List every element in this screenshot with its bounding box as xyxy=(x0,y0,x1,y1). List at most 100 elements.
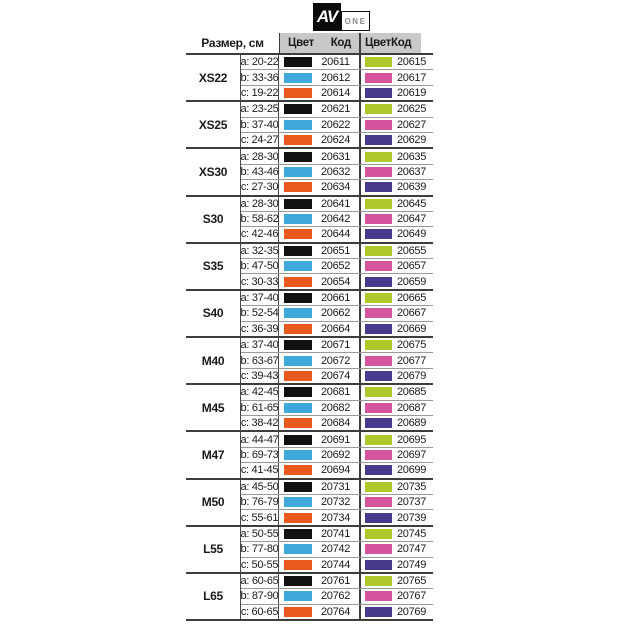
color-swatch-purple xyxy=(365,87,392,98)
product-code: 20674 xyxy=(320,370,351,382)
color-code-cell-2: 20615 xyxy=(359,55,431,70)
product-code: 20685 xyxy=(396,386,427,399)
table-row: b: 33-36 20612 20617 xyxy=(240,69,433,85)
color-swatch-orange xyxy=(284,559,312,570)
color-swatch-orange xyxy=(284,418,312,429)
product-code: 20681 xyxy=(320,386,351,399)
product-code: 20631 xyxy=(320,150,351,163)
measurement-range: c: 42-46 xyxy=(240,227,279,242)
color-swatch-purple xyxy=(365,323,392,334)
measurement-range: a: 32-35 xyxy=(240,243,279,259)
product-code: 20731 xyxy=(320,480,351,493)
color-swatch-orange xyxy=(284,135,312,146)
color-swatch-pink xyxy=(365,214,392,225)
size-label: S35 xyxy=(186,243,241,289)
product-code: 20694 xyxy=(320,464,351,477)
product-code: 20662 xyxy=(320,307,351,320)
measurement-range: a: 28-30 xyxy=(240,149,279,164)
table-row: c: 30-33 20654 20659 xyxy=(240,273,433,289)
table-row: a: 60-65 20761 20765 xyxy=(240,573,433,589)
color-code-cell-1: 20731 xyxy=(279,480,359,494)
product-code: 20652 xyxy=(320,260,351,273)
color-swatch-orange xyxy=(284,371,312,381)
color-swatch-purple xyxy=(365,559,392,570)
color-code-cell-1: 20674 xyxy=(279,369,359,383)
color-swatch-purple xyxy=(365,606,392,617)
color-swatch-purple xyxy=(365,229,392,240)
product-code: 20644 xyxy=(320,228,351,241)
product-code: 20767 xyxy=(396,590,427,603)
color-swatch-pink xyxy=(365,166,392,177)
color-swatch-green xyxy=(365,104,392,115)
product-code: 20689 xyxy=(396,417,427,430)
color-swatch-black xyxy=(284,528,312,539)
table-row: a: 20-22 20611 20615 xyxy=(241,55,433,70)
measurement-range: c: 27-30 xyxy=(240,180,279,195)
one-logo-box: ONE xyxy=(341,11,370,31)
color-swatch-black xyxy=(284,387,312,398)
color-code-cell-2: 20735 xyxy=(359,479,431,494)
measurement-range: c: 30-33 xyxy=(240,274,279,289)
table-row: a: 50-55 20741 20745 xyxy=(241,526,433,542)
product-code: 20641 xyxy=(320,197,351,210)
size-group-rows: a: 42-45 20681 20685 b: 61-65 20682 20687 c: 3… xyxy=(240,385,433,431)
color-code-cell-2: 20697 xyxy=(359,447,431,463)
measurement-range: a: 37-40 xyxy=(240,290,279,306)
size-group: L55 a: 50-55 20741 20745 b: 77-80 20742 20747 c… xyxy=(186,526,433,574)
measurement-range: c: 38-42 xyxy=(240,415,279,431)
product-code: 20667 xyxy=(396,307,427,320)
table-row: a: 44-47 20691 20695 xyxy=(241,432,433,447)
color-swatch-purple xyxy=(365,465,392,476)
product-code: 20655 xyxy=(396,244,427,257)
size-label: L65 xyxy=(186,573,241,620)
product-code: 20627 xyxy=(396,118,427,131)
size-group-rows: a: 23-25 20621 20625 b: 37-40 20622 20627 c: 2… xyxy=(240,102,433,148)
size-group-rows: a: 60-65 20761 20765 b: 87-90 20762 20767 c: 6… xyxy=(240,573,433,620)
measurement-range: a: 23-25 xyxy=(240,102,279,117)
measurement-range: b: 77-80 xyxy=(240,542,279,557)
color-code-cell-1: 20642 xyxy=(279,212,359,226)
table-row: b: 58-62 20642 20647 xyxy=(241,210,433,227)
color-swatch-purple xyxy=(365,418,392,429)
product-code: 20637 xyxy=(396,165,427,178)
measurement-range: b: 33-36 xyxy=(240,70,279,85)
size-group: XS25 a: 23-25 20621 20625 b: 37-40 20622 20627… xyxy=(186,102,433,150)
color-swatch-black xyxy=(284,293,312,304)
color-code-cell-2: 20675 xyxy=(359,338,431,353)
table-row: a: 32-35 20651 20655 xyxy=(240,243,433,259)
color-swatch-pink xyxy=(365,497,392,508)
product-code: 20744 xyxy=(320,558,351,571)
color-code-cell-2: 20677 xyxy=(359,353,431,368)
measurement-range: b: 76-79 xyxy=(240,494,279,510)
color-swatch-green xyxy=(365,481,392,492)
measurement-range: a: 60-65 xyxy=(240,573,279,589)
color-code-cell-1: 20612 xyxy=(279,70,359,84)
color-swatch-blue xyxy=(284,402,312,413)
measurement-range: b: 52-54 xyxy=(240,306,279,321)
measurement-range: c: 50-55 xyxy=(240,557,279,572)
color-code-cell-1: 20684 xyxy=(279,416,359,430)
color-code-cell-2: 20627 xyxy=(359,117,431,132)
brand-logo: AV ONE xyxy=(313,3,370,31)
color-code-cell-1: 20691 xyxy=(279,432,359,446)
measurement-range: b: 69-73 xyxy=(240,447,279,463)
color-swatch-orange xyxy=(284,229,312,240)
product-code: 20679 xyxy=(396,370,427,382)
color-code-cell-1: 20734 xyxy=(279,510,359,524)
product-code: 20629 xyxy=(396,134,427,147)
color-swatch-green xyxy=(365,387,392,398)
color-swatch-pink xyxy=(365,355,392,366)
product-code: 20747 xyxy=(396,543,427,556)
color-swatch-orange xyxy=(284,276,312,287)
color-swatch-orange xyxy=(284,465,312,476)
size-label: XS22 xyxy=(186,55,241,101)
measurement-range: c: 60-65 xyxy=(240,604,279,620)
color-code-cell-1: 20742 xyxy=(279,542,359,556)
product-code: 20642 xyxy=(320,213,351,226)
color-swatch-black xyxy=(284,481,312,492)
measurement-range: a: 42-45 xyxy=(240,385,279,400)
product-code: 20645 xyxy=(396,197,427,210)
product-code: 20749 xyxy=(396,558,427,571)
color-swatch-green xyxy=(365,57,392,68)
table-row: a: 42-45 20681 20685 xyxy=(240,385,433,400)
